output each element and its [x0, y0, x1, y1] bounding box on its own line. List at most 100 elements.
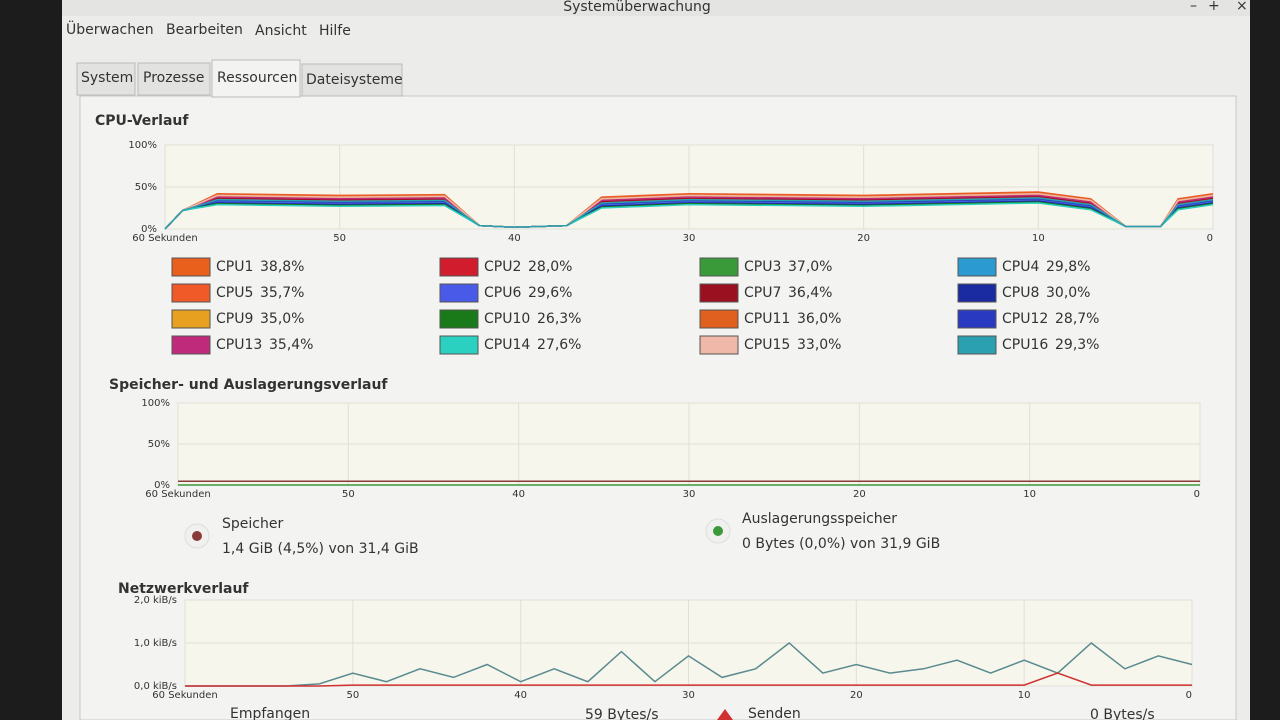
tab-label[interactable]: Prozesse: [143, 70, 204, 86]
menu-item[interactable]: Überwachen: [66, 20, 154, 38]
legend-swatch[interactable]: [439, 283, 479, 303]
y-tick-label: 0%: [141, 224, 157, 235]
menu-item[interactable]: Hilfe: [319, 23, 351, 39]
y-tick-label: 100%: [141, 398, 170, 409]
legend-swatch[interactable]: [439, 257, 479, 277]
legend-rate: 59 Bytes/s: [585, 707, 659, 720]
history-line: [185, 672, 1192, 687]
x-tick-label: 20: [853, 489, 866, 500]
legend-name: CPU2: [484, 259, 521, 275]
x-tick-label: 20: [850, 690, 863, 701]
tab[interactable]: [137, 62, 211, 96]
x-tick-label: 40: [512, 489, 525, 500]
window-button[interactable]: +: [1208, 0, 1220, 14]
legend-name: Speicher: [222, 516, 283, 532]
legend-usage: 29,6%: [528, 285, 572, 301]
history-line: [164, 197, 1214, 230]
legend-name: CPU5: [216, 285, 253, 301]
legend-name: CPU9: [216, 311, 253, 327]
x-tick-label: 40: [514, 690, 527, 701]
x-tick-label: 50: [346, 690, 359, 701]
tab[interactable]: [301, 63, 403, 97]
legend-name: CPU4: [1002, 259, 1039, 275]
x-tick-label: 60 Sekunden: [145, 489, 210, 500]
legend-usage: 28,0%: [528, 259, 572, 275]
legend-icon[interactable]: [192, 531, 202, 541]
legend-swatch[interactable]: [957, 257, 997, 277]
legend-usage: 26,3%: [537, 311, 581, 327]
legend-swatch[interactable]: [957, 309, 997, 329]
legend-usage: 36,0%: [797, 311, 841, 327]
legend-swatch[interactable]: [699, 309, 739, 329]
x-tick-label: 30: [682, 690, 695, 701]
legend-name: CPU13: [216, 337, 262, 353]
window-button[interactable]: –: [1190, 0, 1197, 14]
y-tick-label: 50%: [135, 182, 157, 193]
x-tick-label: 30: [683, 489, 696, 500]
legend-name: Empfangen: [230, 706, 310, 720]
legend-swatch[interactable]: [957, 335, 997, 355]
legend-usage: 30,0%: [1046, 285, 1090, 301]
legend-usage: 29,8%: [1046, 259, 1090, 275]
menu-item[interactable]: Bearbeiten: [166, 22, 243, 38]
legend-detail: 0 Bytes (0,0%) von 31,9 GiB: [742, 536, 940, 552]
x-tick-label: 0: [1186, 690, 1192, 701]
x-tick-label: 20: [857, 233, 870, 244]
legend-swatch[interactable]: [699, 335, 739, 355]
legend-swatch[interactable]: [439, 335, 479, 355]
legend-swatch[interactable]: [171, 283, 211, 303]
tab-label[interactable]: Ressourcen: [217, 70, 297, 86]
legend-swatch[interactable]: [699, 257, 739, 277]
legend-usage: 33,0%: [797, 337, 841, 353]
y-tick-label: 1,0 kiB/s: [134, 638, 177, 649]
history-line: [185, 642, 1193, 687]
legend-swatch[interactable]: [171, 335, 211, 355]
section-title: Speicher- und Auslagerungsverlauf: [109, 377, 388, 393]
tab-label[interactable]: Dateisysteme: [306, 72, 403, 88]
legend-name: CPU14: [484, 337, 530, 353]
legend-icon[interactable]: [713, 526, 723, 536]
window-button[interactable]: ×: [1236, 0, 1248, 14]
legend-usage: 27,6%: [537, 337, 581, 353]
legend-swatch[interactable]: [171, 309, 211, 329]
x-tick-label: 10: [1018, 690, 1031, 701]
menu-item[interactable]: Ansicht: [255, 23, 307, 39]
x-tick-label: 10: [1023, 489, 1036, 500]
legend-name: CPU16: [1002, 337, 1048, 353]
y-tick-label: 50%: [148, 439, 170, 450]
legend-swatch[interactable]: [957, 283, 997, 303]
legend-usage: 28,7%: [1055, 311, 1099, 327]
x-tick-label: 30: [683, 233, 696, 244]
tab-label[interactable]: System: [81, 70, 133, 86]
title-bar: [62, 0, 1250, 16]
legend-swatch[interactable]: [439, 309, 479, 329]
y-tick-label: 100%: [128, 140, 157, 151]
y-tick-label: 0,0 kiB/s: [134, 681, 177, 692]
legend-name: CPU12: [1002, 311, 1048, 327]
tab[interactable]: [76, 62, 136, 96]
legend-name: CPU6: [484, 285, 521, 301]
legend-swatch[interactable]: [699, 283, 739, 303]
window-title: Systemüberwachung: [563, 0, 711, 15]
legend-usage: 35,7%: [260, 285, 304, 301]
legend-name: CPU3: [744, 259, 781, 275]
legend-name: CPU8: [1002, 285, 1039, 301]
legend-name: CPU1: [216, 259, 253, 275]
legend-usage: 36,4%: [788, 285, 832, 301]
legend-swatch[interactable]: [171, 257, 211, 277]
x-tick-label: 50: [342, 489, 355, 500]
section-title: Netzwerkverlauf: [118, 581, 249, 597]
x-tick-label: 50: [333, 233, 346, 244]
legend-name: Auslagerungsspeicher: [742, 511, 897, 527]
legend-usage: 29,3%: [1055, 337, 1099, 353]
legend-usage: 37,0%: [788, 259, 832, 275]
legend-name: CPU11: [744, 311, 790, 327]
x-tick-label: 60 Sekunden: [152, 690, 217, 701]
legend-name: CPU15: [744, 337, 790, 353]
tab-active[interactable]: [211, 59, 301, 98]
x-tick-label: 10: [1032, 233, 1045, 244]
legend-name: CPU10: [484, 311, 530, 327]
send-icon: [717, 709, 733, 720]
